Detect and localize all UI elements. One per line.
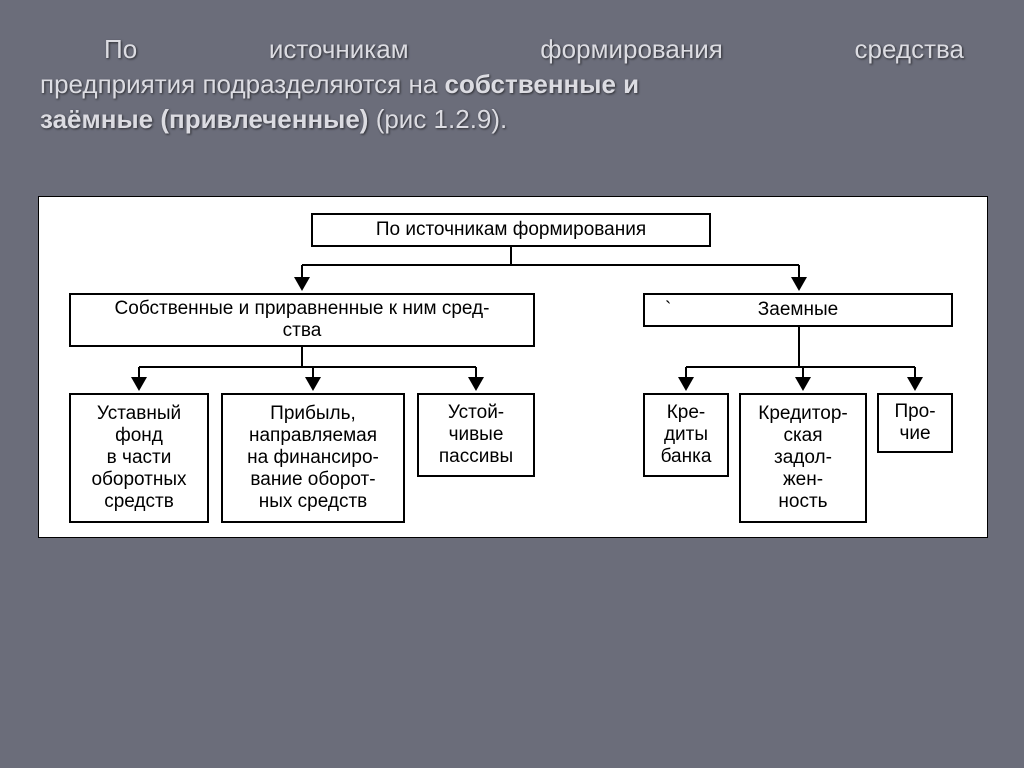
- slide: По источникам формирования средства пред…: [0, 0, 1024, 768]
- box-own2: Прибыль, направляемая на финансиро- вани…: [221, 393, 405, 523]
- box-loan3: Про- чие: [877, 393, 953, 453]
- tail: (рис 1.2.9).: [368, 104, 507, 134]
- label-group-own: Собственные и приравненные к ним сред- с…: [115, 298, 490, 342]
- label-own2: Прибыль, направляемая на финансиро- вани…: [247, 403, 379, 512]
- diagram: По источникам формирования Собственные и…: [39, 197, 987, 537]
- label-loan1: Кре- диты банка: [661, 402, 712, 468]
- box-group-loan: ` Заемные: [643, 293, 953, 327]
- line2a: предприятия подразделяются на: [40, 69, 445, 99]
- box-own3: Устой- чивые пассивы: [417, 393, 535, 477]
- intro-text: По источникам формирования средства пред…: [40, 32, 964, 137]
- bold2: заёмные (привлеченные): [40, 104, 368, 134]
- box-own1: Уставный фонд в части оборотных средств: [69, 393, 209, 523]
- box-loan1: Кре- диты банка: [643, 393, 729, 477]
- label-root: По источникам формирования: [376, 219, 646, 241]
- stray-mark: `: [665, 299, 671, 321]
- diagram-container: По источникам формирования Собственные и…: [38, 196, 988, 538]
- box-group-own: Собственные и приравненные к ним сред- с…: [69, 293, 535, 347]
- w3: формирования: [540, 32, 723, 67]
- label-loan3: Про- чие: [894, 401, 935, 445]
- w1: По: [104, 34, 137, 64]
- box-loan2: Кредитор- ская задол- жен- ность: [739, 393, 867, 523]
- label-loan2: Кредитор- ская задол- жен- ность: [758, 403, 847, 512]
- label-group-loan: Заемные: [758, 299, 838, 321]
- label-own1: Уставный фонд в части оборотных средств: [91, 403, 186, 512]
- box-root: По источникам формирования: [311, 213, 711, 247]
- bold1: собственные и: [445, 69, 640, 99]
- w4: средства: [855, 32, 964, 67]
- w2: источникам: [269, 32, 409, 67]
- label-own3: Устой- чивые пассивы: [439, 402, 513, 468]
